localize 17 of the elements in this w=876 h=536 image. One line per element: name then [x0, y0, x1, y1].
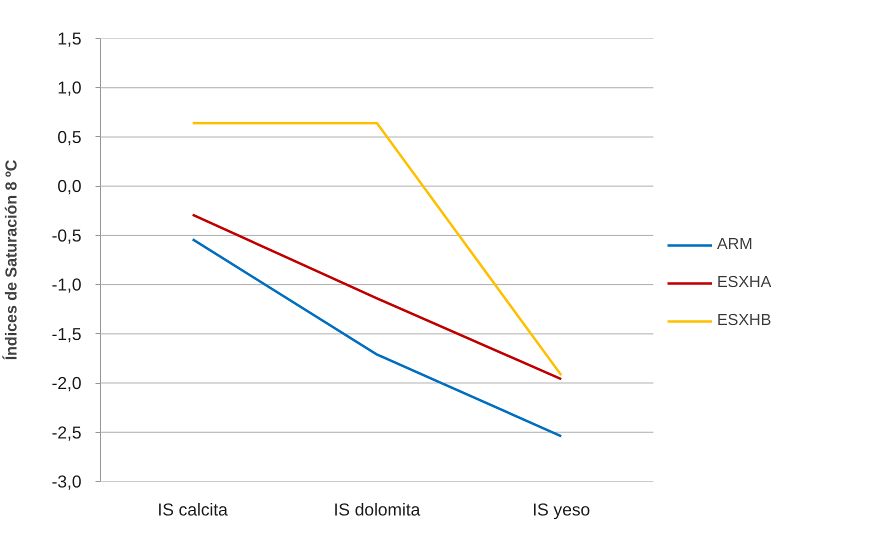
legend-label: ESXHA [717, 274, 772, 292]
x-tick-label: IS yeso [532, 500, 590, 520]
y-tick-label: -1,0 [52, 274, 82, 295]
y-tick-label: 1,0 [57, 78, 82, 98]
x-tick-label: IS dolomita [334, 500, 421, 520]
y-tick-label: -3,0 [52, 472, 82, 492]
y-tick-label: 1,5 [57, 28, 82, 48]
x-tick-label: IS calcita [158, 500, 228, 520]
y-axis-title: Índices de Saturación 8 ºC [2, 159, 21, 360]
y-tick-label: 0,5 [57, 126, 82, 147]
y-tick-label: -1,5 [52, 324, 82, 344]
y-tick-label: -2,5 [52, 422, 82, 442]
legend-label: ARM [717, 236, 753, 254]
y-tick-label: 0,0 [57, 176, 82, 196]
y-tick-label: -0,5 [52, 225, 82, 246]
y-tick-label: -2,0 [52, 373, 82, 394]
legend-label: ESXHB [717, 312, 772, 330]
